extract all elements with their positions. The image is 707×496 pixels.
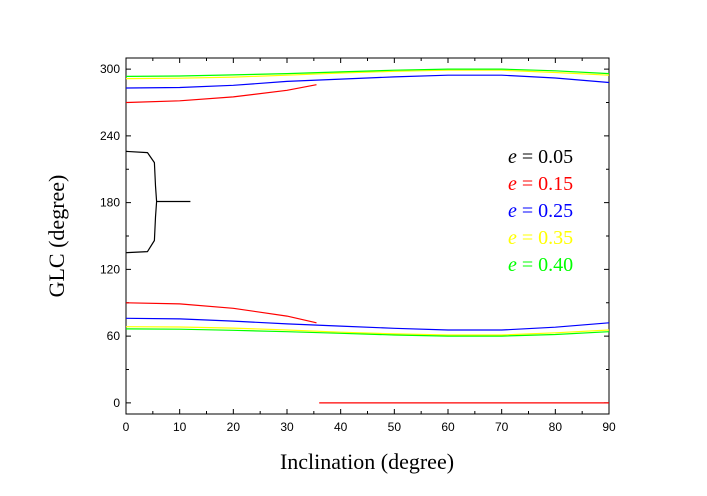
legend-variable: e xyxy=(508,146,517,168)
x-tick-label: 10 xyxy=(173,420,187,434)
legend-variable: e xyxy=(508,254,517,276)
series-layer xyxy=(125,68,610,404)
y-tick-label: 120 xyxy=(100,262,120,276)
legend-variable: e xyxy=(508,173,517,195)
legend-entry: e = 0.25 xyxy=(508,200,573,222)
series-line-0.40-seg-0 xyxy=(125,68,610,77)
x-axis-title: Inclination (degree) xyxy=(280,449,454,474)
legend-entry: e = 0.40 xyxy=(508,254,573,276)
y-tick-label: 300 xyxy=(100,62,120,76)
y-tick-label: 60 xyxy=(107,329,121,343)
legend-variable: e xyxy=(508,200,517,222)
legend-entry: e = 0.15 xyxy=(508,173,573,195)
legend-variable: e xyxy=(508,227,517,249)
legend: e = 0.05e = 0.15e = 0.25e = 0.35e = 0.40 xyxy=(508,146,573,276)
legend-value: = 0.15 xyxy=(517,173,573,195)
series-line-0.15-seg-1 xyxy=(125,302,317,324)
legend-value: = 0.40 xyxy=(517,254,573,276)
series-line-0.35-seg-1 xyxy=(125,326,610,336)
x-tick-label: 0 xyxy=(123,420,130,434)
series-line-0.25-seg-1 xyxy=(125,317,610,331)
x-tick-label: 40 xyxy=(334,420,348,434)
legend-entry: e = 0.35 xyxy=(508,227,573,249)
y-tick-label: 0 xyxy=(113,396,120,410)
series-line-0.35-seg-0 xyxy=(125,69,610,80)
x-tick-label: 30 xyxy=(280,420,294,434)
y-axis-title: GLC (degree) xyxy=(44,175,69,298)
legend-value: = 0.25 xyxy=(517,200,573,222)
series-line-0.15-seg-0 xyxy=(125,84,317,104)
x-tick-label: 70 xyxy=(495,420,509,434)
x-tick-label: 50 xyxy=(388,420,402,434)
series-line-0.05-seg-1 xyxy=(125,201,158,254)
x-tick-label: 20 xyxy=(227,420,241,434)
series-line-0.05-seg-0 xyxy=(125,150,191,203)
legend-value: = 0.05 xyxy=(517,146,573,168)
x-axis-ticks: 0 10 20 30 40 50 60 70 80 90 xyxy=(123,58,616,434)
y-tick-label: 180 xyxy=(100,196,120,210)
series-line-0.40-seg-1 xyxy=(125,328,610,337)
legend-value: = 0.35 xyxy=(517,227,573,249)
x-tick-label: 90 xyxy=(602,420,616,434)
series-line-0.25-seg-0 xyxy=(125,74,610,89)
x-tick-label: 60 xyxy=(441,420,455,434)
legend-entry: e = 0.05 xyxy=(508,146,573,168)
y-axis-ticks: 0 60 120 180 240 300 xyxy=(100,62,609,410)
y-tick-label: 240 xyxy=(100,129,120,143)
x-tick-label: 80 xyxy=(549,420,563,434)
